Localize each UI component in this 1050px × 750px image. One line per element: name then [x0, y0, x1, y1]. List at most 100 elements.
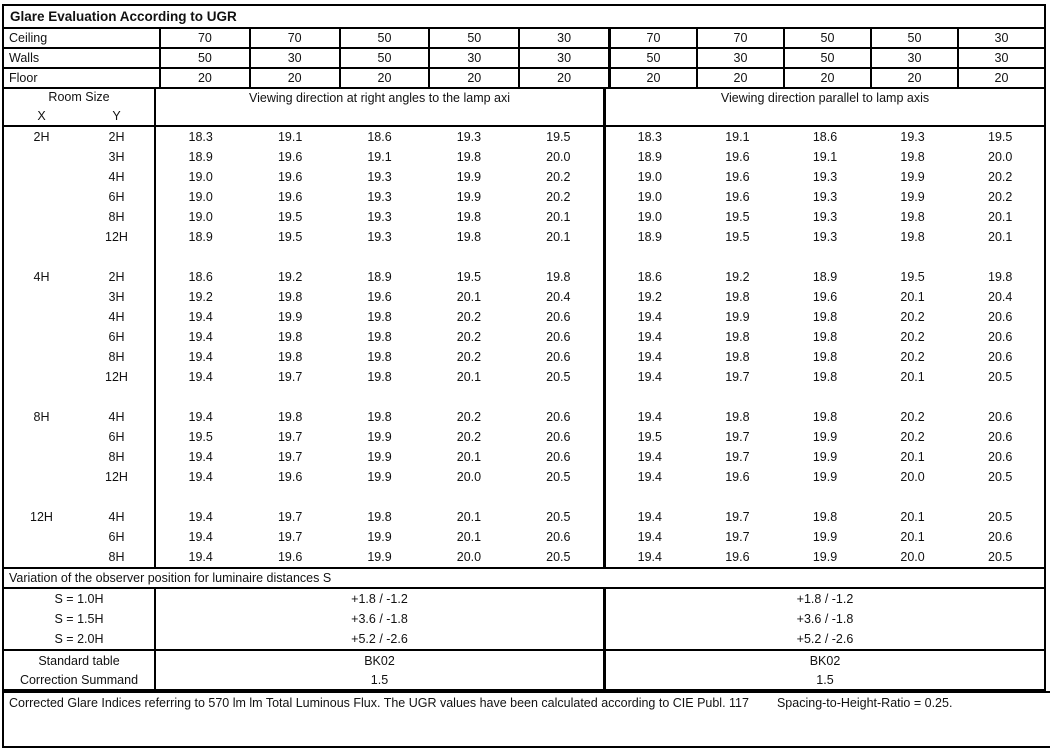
ugr-row: 12H 4H 19.4 19.7 19.8 20.1 20.5 19.4 19.7 19.8 20.…: [4, 507, 1044, 527]
room-y-value: 6H: [108, 330, 125, 344]
ugr-value: 19.3: [812, 210, 838, 224]
ugr-row: 8H 19.4 19.7 19.9 20.1 20.6 19.4 19.7 19.9 20.1 20…: [4, 447, 1044, 467]
surface-value-cell: 20: [994, 71, 1009, 85]
ugr-value: 19.4: [188, 370, 213, 384]
ugr-values-right-angles: 18.6 19.2 18.9 19.5 19.8: [156, 267, 606, 287]
ugr-row: 6H 19.5 19.7 19.9 20.2 20.6 19.5 19.7 19.9 20.2 20…: [4, 427, 1044, 447]
ugr-value: 19.8: [900, 230, 925, 244]
ugr-value: 20.2: [456, 430, 482, 444]
ugr-value: 19.0: [637, 210, 662, 224]
ugr-value: 18.9: [637, 230, 662, 244]
ugr-value: 19.4: [637, 530, 662, 544]
ugr-value: 20.2: [546, 170, 571, 184]
ugr-value: 20.0: [546, 150, 571, 164]
variation-value-parallel: +3.6 / -1.8: [796, 612, 854, 626]
surface-value-cell: 20: [251, 69, 341, 87]
room-x-value: 12H: [30, 510, 53, 524]
ugr-value: 19.1: [277, 130, 303, 144]
summary-value-right-angles: 1.5: [156, 670, 606, 689]
ugr-value: 20.2: [900, 350, 925, 364]
ugr-value: 19.8: [900, 210, 925, 224]
surface-label: Floor: [4, 69, 161, 87]
ugr-value: 19.9: [456, 170, 482, 184]
room-y-value: 8H: [108, 350, 125, 364]
room-size-header-cell: Room Size X Y: [4, 89, 156, 125]
ugr-value: 20.6: [988, 410, 1013, 424]
surface-value-cell: 30: [872, 49, 959, 67]
summary-label: Standard table: [4, 651, 156, 670]
room-y-value: 8H: [108, 210, 125, 224]
ugr-value: 19.1: [812, 150, 838, 164]
ugr-row: 3H 19.2 19.8 19.6 20.1 20.4 19.2 19.8 19.6 20.1 20…: [4, 287, 1044, 307]
ugr-value: 19.9: [725, 310, 750, 324]
ugr-row: 3H 18.9 19.6 19.1 19.8 20.0 18.9 19.6 19.1 19.8 20…: [4, 147, 1044, 167]
ugr-value: 19.8: [367, 330, 392, 344]
ugr-value: 19.8: [456, 230, 482, 244]
room-y-value: 12H: [105, 230, 128, 244]
surface-row-floor: Floor 20 20 20 20 20 20 20 20 20 20: [4, 69, 1044, 89]
ugr-value: 19.8: [812, 330, 838, 344]
room-y-value: 12H: [105, 470, 128, 484]
ugr-value: 19.4: [637, 450, 662, 464]
ugr-value: 19.4: [188, 470, 213, 484]
ugr-row: 12H 19.4 19.6 19.9 20.0 20.5 19.4 19.6 19.9 20.0 2…: [4, 467, 1044, 487]
spacer-left: [156, 387, 606, 407]
ugr-value: 19.6: [725, 190, 750, 204]
ugr-values-parallel: 19.4 19.8 19.8 20.2 20.6: [606, 327, 1044, 347]
ugr-value: 20.6: [988, 450, 1013, 464]
surface-value-cell: 50: [430, 29, 521, 47]
ugr-value: 19.9: [367, 470, 392, 484]
room-size-cells: [4, 387, 156, 407]
room-x-value: 2H: [33, 130, 50, 144]
ugr-value: 20.6: [988, 530, 1013, 544]
ugr-value: 19.9: [812, 550, 838, 564]
ugr-value: 20.2: [546, 190, 571, 204]
room-y-value: 12H: [105, 370, 128, 384]
surface-value-cell: 50: [611, 49, 698, 67]
ugr-value: 20.2: [988, 170, 1013, 184]
ugr-row: 6H 19.4 19.8 19.8 20.2 20.6 19.4 19.8 19.8 20.2 20…: [4, 327, 1044, 347]
room-size-cells: 8H: [4, 207, 156, 227]
ugr-value: 19.7: [725, 530, 750, 544]
ugr-value: 19.2: [188, 290, 213, 304]
room-size-cells: 6H: [4, 427, 156, 447]
ugr-values-right-angles: 18.9 19.5 19.3 19.8 20.1: [156, 227, 606, 247]
room-y-value: 3H: [108, 150, 125, 164]
ugr-value: 20.6: [988, 310, 1013, 324]
ugr-value: 19.8: [988, 270, 1013, 284]
ugr-value: 20.1: [900, 450, 925, 464]
ugr-value: 19.5: [725, 210, 750, 224]
ugr-values-parallel: 19.2 19.8 19.6 20.1 20.4: [606, 287, 1044, 307]
ugr-value: 19.8: [812, 510, 838, 524]
ugr-value: 18.9: [188, 230, 213, 244]
ugr-value: 19.6: [725, 150, 750, 164]
ugr-value: 19.3: [367, 230, 392, 244]
ugr-value: 20.6: [546, 410, 571, 424]
ugr-value: 20.0: [900, 550, 925, 564]
ugr-value: 19.0: [637, 170, 662, 184]
surface-values-right-angles: 50 30 50 30 30: [161, 49, 611, 67]
surface-values-right-angles: 20 20 20 20 20: [161, 69, 611, 87]
ugr-value: 20.4: [988, 290, 1013, 304]
ugr-value: 20.5: [546, 370, 571, 384]
ugr-value: 20.2: [988, 190, 1013, 204]
ugr-values-parallel: 18.9 19.6 19.1 19.8 20.0: [606, 147, 1044, 167]
ugr-value: 19.2: [277, 270, 303, 284]
surface-values-parallel: 20 20 20 20 20: [611, 69, 1044, 87]
ugr-value: 18.3: [637, 130, 662, 144]
footer-note: Corrected Glare Indices referring to 570…: [2, 691, 1050, 748]
surface-value-cell: 20: [341, 69, 431, 87]
surface-value-cell: 30: [698, 49, 785, 67]
ugr-value: 19.9: [812, 430, 838, 444]
ugr-value: 20.5: [546, 470, 571, 484]
footer-text: Corrected Glare Indices referring to 570…: [9, 696, 749, 710]
room-size-cells: 12H: [4, 367, 156, 387]
ugr-values-parallel: 19.4 19.7 19.8 20.1 20.5: [606, 367, 1044, 387]
surface-values-parallel: 70 70 50 50 30: [611, 29, 1044, 47]
ugr-row: 8H 19.4 19.8 19.8 20.2 20.6 19.4 19.8 19.8 20.2 20…: [4, 347, 1044, 367]
ugr-value: 18.6: [812, 130, 838, 144]
ugr-value: 19.7: [277, 530, 303, 544]
ugr-value: 19.4: [637, 310, 662, 324]
ugr-value: 19.7: [277, 370, 303, 384]
ugr-values-right-angles: 19.4 19.7 19.8 20.1 20.5: [156, 367, 606, 387]
